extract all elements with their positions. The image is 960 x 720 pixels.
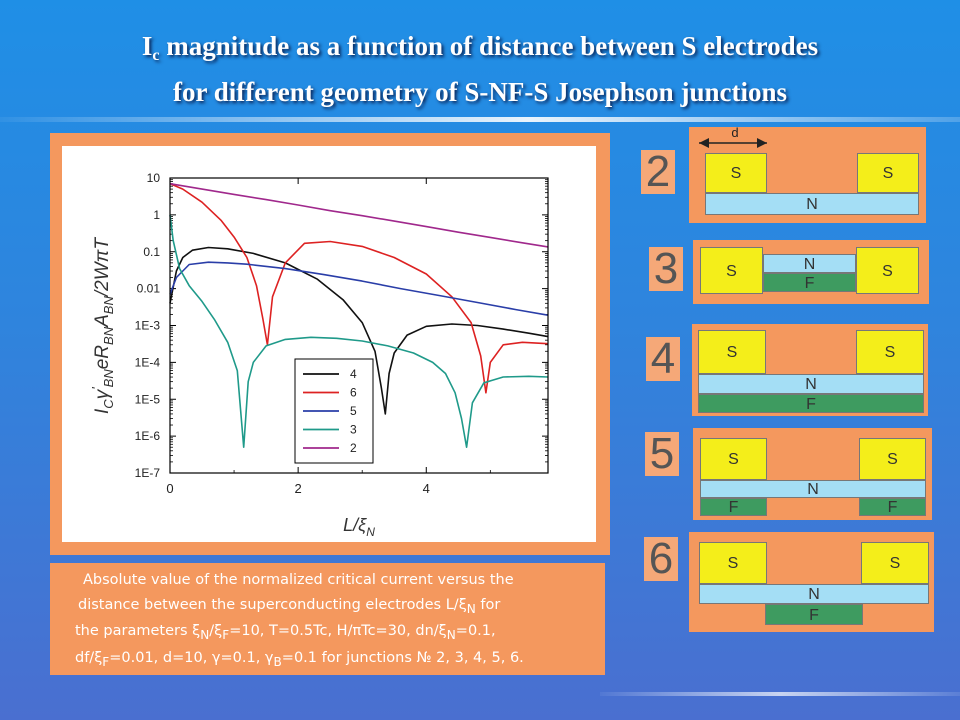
caption-sub: N — [200, 627, 210, 642]
f-layer: F — [765, 604, 863, 625]
decorative-divider — [0, 117, 960, 122]
series-line-5 — [169, 261, 549, 316]
y-tick-label: 1E-4 — [135, 355, 161, 369]
plot-frame — [169, 177, 549, 474]
n-layer: N — [705, 193, 919, 215]
title-ic-subscript: c — [152, 47, 160, 64]
caption-text: =0.1 for junctions № 2, 3, 4, 5, 6. — [281, 650, 524, 666]
caption-text: =0.01, d=10, γ=0.1, γ — [109, 650, 274, 666]
series-line-2 — [169, 182, 549, 248]
legend-label: 6 — [350, 386, 357, 400]
critical-current-chart: 10 1 0.1 0.01 1E-3 1E-4 1E-5 1E-6 1E-7 0 2 4 4 6 5 3 2… — [89, 171, 549, 539]
n-layer: N — [698, 374, 924, 394]
y-tick-label: 10 — [147, 171, 161, 185]
n-layer: N — [699, 584, 929, 604]
caption-line-2-text: distance between the superconducting ele… — [78, 597, 467, 613]
s-electrode-right: S — [856, 330, 924, 374]
geometry-number-3: 3 — [649, 247, 683, 291]
caption-sub: N — [446, 627, 456, 642]
series-lines — [169, 182, 549, 449]
y-tick-label: 1E-6 — [135, 429, 161, 443]
geometry-number-2: 2 — [641, 150, 675, 194]
s-electrode-right: S — [856, 247, 919, 294]
s-electrode-left: S — [700, 247, 763, 294]
s-electrode-right: S — [861, 542, 929, 584]
caption-sub: B — [273, 654, 282, 669]
f-layer: F — [763, 273, 856, 292]
y-axis-label: ICγ'BNeRBNABN/2WπT — [89, 237, 116, 414]
geometry-number-4: 4 — [646, 337, 680, 381]
y-axis-ticks: 10 1 0.1 0.01 1E-3 1E-4 1E-5 1E-6 1E-7 — [135, 171, 548, 480]
distance-arrow-icon — [699, 138, 767, 148]
chart-frame: 10 1 0.1 0.01 1E-3 1E-4 1E-5 1E-6 1E-7 0 2 4 4 6 5 3 2… — [50, 133, 610, 555]
f-layer-right: F — [859, 498, 926, 516]
y-tick-label: 0.01 — [137, 282, 161, 296]
y-tick-label: 1E-5 — [135, 392, 161, 406]
geometry-card-5: S S N F F — [693, 428, 932, 520]
caption-line-2: distance between the superconducting ele… — [78, 592, 500, 622]
y-tick-label: 0.1 — [143, 245, 160, 259]
n-layer: N — [763, 254, 856, 273]
series-line-4 — [169, 246, 549, 415]
x-tick-label: 0 — [166, 481, 173, 496]
x-tick-label: 4 — [423, 481, 430, 496]
x-tick-label: 2 — [295, 481, 302, 496]
y-tick-label: 1E-3 — [135, 319, 161, 333]
chart-legend: 4 6 5 3 2 — [294, 358, 374, 464]
legend-label: 4 — [350, 367, 357, 381]
series-line-3 — [169, 214, 549, 449]
geometry-card-4: S S N F — [692, 324, 928, 416]
caption-text: =0.1, — [455, 623, 496, 639]
geometry-card-3: S S N F — [693, 240, 929, 304]
s-electrode-right: S — [857, 153, 919, 193]
title-ic-symbol: I — [141, 31, 153, 61]
caption-sub: N — [466, 601, 476, 616]
y-tick-label: 1 — [153, 208, 160, 222]
title-line-1: Ic magnitude as a function of distance b… — [0, 28, 960, 74]
s-electrode-left: S — [698, 330, 766, 374]
legend-label: 2 — [350, 441, 357, 455]
figure-caption: Absolute value of the normalized critica… — [50, 563, 605, 675]
legend-label: 3 — [350, 423, 357, 437]
caption-line-3: the parameters ξN/ξF=10, T=0.5Tc, H/πTc=… — [75, 618, 496, 648]
decorative-divider-bottom — [600, 692, 960, 696]
caption-sub: F — [102, 654, 110, 669]
f-layer-left: F — [700, 498, 767, 516]
caption-text: /ξ — [209, 623, 223, 639]
series-line-6 — [169, 182, 549, 394]
n-layer: N — [700, 480, 926, 498]
caption-line-3-text: the parameters ξ — [75, 623, 201, 639]
s-electrode-left: S — [699, 542, 767, 584]
slide-title: Ic magnitude as a function of distance b… — [0, 28, 960, 110]
caption-text: =10, T=0.5Tc, H/πTc=30, dn/ξ — [229, 623, 447, 639]
geometry-number-5: 5 — [645, 432, 679, 476]
s-electrode-right: S — [859, 438, 926, 480]
caption-line-1: Absolute value of the normalized critica… — [83, 572, 514, 588]
s-electrode-left: S — [700, 438, 767, 480]
caption-text: for — [475, 597, 501, 613]
caption-line-4-text: df/ξ — [75, 650, 103, 666]
geometry-card-2: d S S N — [689, 126, 926, 223]
chart-area: 10 1 0.1 0.01 1E-3 1E-4 1E-5 1E-6 1E-7 0 2 4 4 6 5 3 2… — [62, 146, 596, 542]
x-axis-label: L/ξN — [343, 515, 375, 539]
y-tick-label: 1E-7 — [135, 466, 161, 480]
legend-label: 5 — [350, 404, 357, 418]
geometry-number-6: 6 — [644, 537, 678, 581]
s-electrode-left: S — [705, 153, 767, 193]
caption-sub: F — [222, 627, 230, 642]
geometry-card-6: S S N F — [689, 532, 934, 632]
title-line-1-text: magnitude as a function of distance betw… — [159, 31, 819, 61]
caption-line-4: df/ξF=0.01, d=10, γ=0.1, γB=0.1 for junc… — [75, 645, 524, 675]
title-line-2: for different geometry of S-NF-S Josephs… — [173, 77, 787, 107]
f-layer: F — [698, 394, 924, 413]
